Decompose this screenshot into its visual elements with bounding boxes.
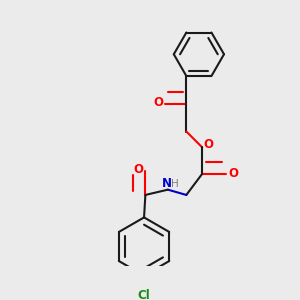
Text: O: O — [228, 167, 239, 180]
Text: Cl: Cl — [138, 290, 150, 300]
Text: O: O — [133, 163, 143, 176]
Text: N: N — [161, 177, 172, 190]
Text: H: H — [171, 179, 179, 189]
Text: O: O — [154, 96, 164, 109]
Text: O: O — [204, 138, 214, 151]
